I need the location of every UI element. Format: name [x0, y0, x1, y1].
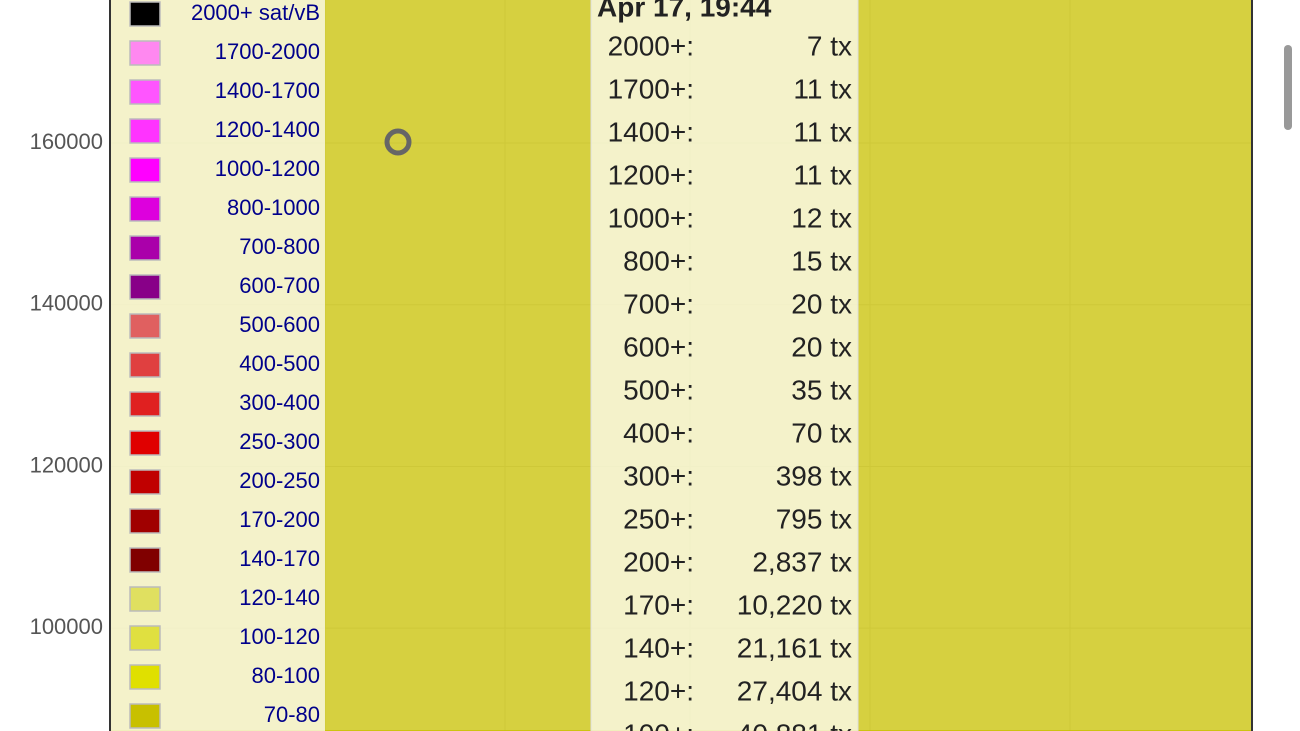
legend-label: 100-120 [239, 624, 320, 649]
tooltip-row-value: 398 tx [776, 460, 852, 491]
legend-swatch [129, 391, 161, 417]
tooltip-panel [590, 0, 859, 731]
tooltip-row-label: 1200+: [608, 159, 694, 190]
tooltip-row-label: 200+: [623, 546, 694, 577]
tooltip-row-value: 35 tx [791, 374, 852, 405]
tooltip-row-label: 140+: [623, 632, 694, 663]
tooltip-row-label: 300+: [623, 460, 694, 491]
tooltip-row-value: 40,881 tx [737, 718, 852, 731]
y-tick-label: 120000 [30, 452, 103, 477]
legend-swatch [129, 157, 161, 183]
tooltip-row-value: 20 tx [791, 331, 852, 362]
tooltip-row-label: 600+: [623, 331, 694, 362]
legend-label: 500-600 [239, 312, 320, 337]
legend-label: 1400-1700 [215, 78, 320, 103]
legend-swatch [129, 664, 161, 690]
overlay: 2000+ sat/vB 1700-2000 1400-1700 1200-1400 1… [111, 0, 859, 731]
tooltip-row-value: 10,220 tx [737, 589, 852, 620]
legend-swatch [129, 625, 161, 651]
tooltip-row-value: 11 tx [793, 116, 852, 147]
legend-label: 70-80 [264, 702, 320, 727]
tooltip-row-value: 12 tx [791, 202, 852, 233]
legend-label: 140-170 [239, 546, 320, 571]
legend-swatch [129, 508, 161, 534]
legend-swatch [129, 196, 161, 222]
tooltip-row-label: 400+: [623, 417, 694, 448]
legend-label: 700-800 [239, 234, 320, 259]
legend-swatch [129, 1, 161, 27]
tooltip-row-value: 795 tx [776, 503, 852, 534]
legend-label: 600-700 [239, 273, 320, 298]
tooltip-row-value: 20 tx [791, 288, 852, 319]
legend-swatch [129, 274, 161, 300]
tooltip-row-label: 500+: [623, 374, 694, 405]
legend-swatch [129, 430, 161, 456]
legend-label: 170-200 [239, 507, 320, 532]
legend-swatch [129, 547, 161, 573]
legend-label: 1700-2000 [215, 39, 320, 64]
tooltip-row-label: 1000+: [608, 202, 694, 233]
legend-label: 200-250 [239, 468, 320, 493]
tooltip-row-value: 21,161 tx [737, 632, 852, 663]
legend-label: 2000+ sat/vB [191, 0, 320, 25]
tooltip-row-label: 170+: [623, 589, 694, 620]
legend-swatch [129, 79, 161, 105]
legend-label: 300-400 [239, 390, 320, 415]
tooltip-row-label: 120+: [623, 675, 694, 706]
legend-label: 120-140 [239, 585, 320, 610]
legend-swatch [129, 40, 161, 66]
tooltip-row-label: 2000+: [608, 30, 694, 61]
tooltip-row-label: 800+: [623, 245, 694, 276]
tooltip-row-value: 11 tx [793, 73, 852, 104]
tooltip-row-label: 100+: [623, 718, 694, 731]
legend-swatch [129, 469, 161, 495]
tooltip-title: Apr 17, 19:44 [597, 0, 772, 22]
scrollbar [1284, 45, 1292, 130]
legend-swatch [129, 118, 161, 144]
cursor-marker [384, 128, 412, 156]
tooltip-row-value: 15 tx [791, 245, 852, 276]
legend-label: 250-300 [239, 429, 320, 454]
tooltip-row-label: 250+: [623, 503, 694, 534]
tooltip-row-label: 1400+: [608, 116, 694, 147]
legend-swatch [129, 703, 161, 729]
legend-label: 800-1000 [227, 195, 320, 220]
legend-label: 1000-1200 [215, 156, 320, 181]
y-tick-label: 100000 [30, 614, 103, 639]
y-tick-label: 160000 [30, 129, 103, 154]
legend-swatch [129, 235, 161, 261]
legend-swatch [129, 586, 161, 612]
y-tick-label: 140000 [30, 291, 103, 316]
legend-swatch [129, 313, 161, 339]
legend-label: 400-500 [239, 351, 320, 376]
tooltip-row-value: 27,404 tx [737, 675, 852, 706]
tooltip-row-label: 1700+: [608, 73, 694, 104]
tooltip-row-value: 7 tx [807, 30, 852, 61]
tooltip-row-value: 2,837 tx [752, 546, 852, 577]
tooltip-row-label: 700+: [623, 288, 694, 319]
legend-label: 80-100 [251, 663, 320, 688]
tooltip-row-value: 11 tx [793, 159, 852, 190]
legend-label: 1200-1400 [215, 117, 320, 142]
legend-swatch [129, 352, 161, 378]
tooltip-row-value: 70 tx [791, 417, 852, 448]
